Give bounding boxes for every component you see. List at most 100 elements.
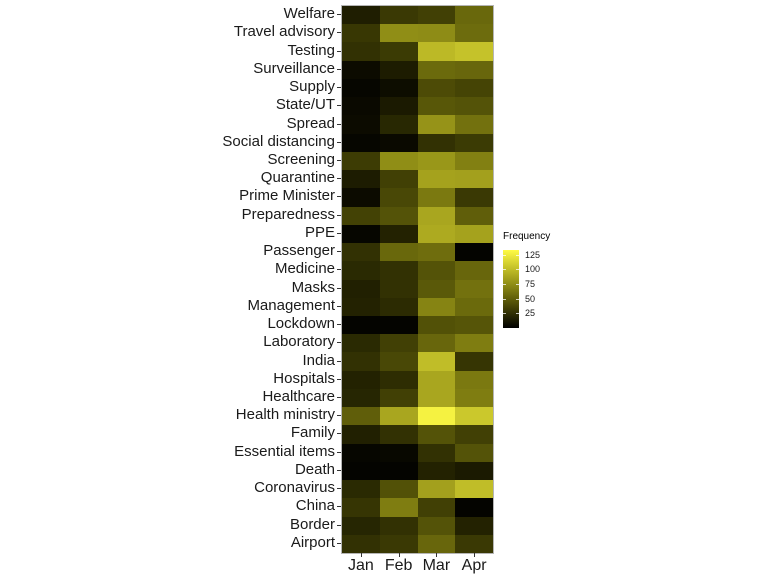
y-axis-label: Death (294, 460, 335, 478)
y-axis-tick (337, 51, 341, 52)
heatmap-cell (417, 24, 456, 43)
heatmap-cell (455, 334, 493, 353)
heatmap-cell (342, 224, 380, 244)
y-axis-tick (337, 525, 341, 526)
y-axis-tick (337, 32, 341, 33)
heatmap-cell (455, 6, 493, 25)
y-axis-label: Preparedness (241, 205, 335, 223)
heatmap-cell (342, 370, 380, 389)
heatmap-cell (455, 315, 493, 335)
heatmap-cell (455, 206, 493, 225)
legend: Frequency 125 100 75 50 25 (503, 231, 563, 331)
heatmap-cell (455, 461, 493, 481)
heatmap-cell (342, 315, 380, 335)
heatmap-cell (342, 480, 380, 499)
legend-bar-tick (516, 313, 519, 315)
heatmap-cell (455, 42, 493, 61)
heatmap-cell (455, 480, 493, 499)
x-axis-label: Feb (384, 557, 413, 574)
heatmap-cell (342, 407, 380, 426)
heatmap-cell (455, 425, 493, 444)
heatmap-cell (455, 151, 493, 171)
heatmap-cell (455, 534, 493, 553)
heatmap-cell (417, 224, 456, 244)
heatmap-cell (379, 261, 418, 280)
heatmap-cell (379, 188, 418, 207)
heatmap-cell (379, 388, 418, 408)
heatmap-cell (455, 352, 493, 371)
heatmap-cell (417, 78, 456, 98)
heatmap-cell (417, 370, 456, 389)
y-axis-label: State/UT (275, 96, 335, 114)
heatmap-cell (379, 243, 418, 262)
legend-tick-label: 125 (525, 249, 541, 260)
x-axis-tick (474, 553, 475, 557)
heatmap-cell (342, 498, 380, 517)
heatmap-cell (379, 297, 418, 316)
heatmap-cell (342, 516, 380, 535)
heatmap-cell (379, 151, 418, 171)
heatmap-cell (342, 97, 380, 116)
heatmap-cell (379, 78, 418, 98)
heatmap-cell (379, 133, 418, 152)
y-axis-tick (337, 124, 341, 125)
heatmap-cell (417, 206, 456, 225)
y-axis-tick (337, 160, 341, 161)
heatmap-cell (417, 516, 456, 535)
legend-title: Frequency (503, 231, 551, 242)
legend-tick-label: 25 (525, 308, 536, 319)
y-axis-label: Family (290, 424, 335, 442)
heatmap-cell (379, 334, 418, 353)
heatmap-cell (417, 498, 456, 517)
heatmap-cell (342, 461, 380, 481)
y-axis-tick (337, 215, 341, 216)
y-axis-label: PPE (304, 223, 335, 241)
y-axis-tick (337, 488, 341, 489)
y-axis-tick (337, 87, 341, 88)
heatmap-cell (455, 60, 493, 79)
heatmap-cell (342, 206, 380, 225)
y-axis-label: Medicine (274, 260, 335, 278)
heatmap-cell (417, 97, 456, 116)
heatmap-cell (379, 443, 418, 462)
y-axis-tick (337, 397, 341, 398)
heatmap-cell (379, 534, 418, 553)
heatmap-panel (341, 5, 494, 554)
heatmap-cell (417, 425, 456, 444)
y-axis-tick (337, 433, 341, 434)
heatmap-cell (417, 407, 456, 426)
heatmap-cell (417, 243, 456, 262)
heatmap-cell (417, 388, 456, 408)
heatmap-cell (455, 498, 493, 517)
heatmap-cell (342, 133, 380, 152)
y-axis-label: Welfare (283, 5, 335, 23)
heatmap-cell (455, 170, 493, 189)
heatmap-cell (379, 480, 418, 499)
y-axis-tick (337, 105, 341, 106)
heatmap-cell (379, 461, 418, 481)
y-axis-label: Essential items (234, 442, 335, 460)
heatmap-cell (417, 334, 456, 353)
heatmap-cell (342, 443, 380, 462)
y-axis-label: Healthcare (262, 388, 335, 406)
legend-bar-tick (503, 284, 506, 285)
heatmap-cell (455, 133, 493, 152)
y-axis-tick (337, 306, 341, 307)
heatmap-cell (455, 224, 493, 244)
heatmap-cell (379, 279, 418, 298)
y-axis-tick (337, 324, 341, 325)
y-axis-label: Surveillance (253, 59, 335, 77)
x-axis-label: Jan (347, 557, 374, 574)
heatmap-cell (342, 279, 380, 298)
y-axis-label: Masks (291, 278, 335, 296)
heatmap-cell (455, 279, 493, 298)
heatmap-cell (455, 388, 493, 408)
y-axis-label: Health ministry (235, 406, 335, 424)
legend-bar-tick (503, 269, 506, 271)
y-axis-label: Airport (290, 533, 335, 551)
heatmap-cell (342, 261, 380, 280)
heatmap-cell (379, 6, 418, 25)
heatmap-cell (379, 370, 418, 389)
y-axis-tick (337, 415, 341, 416)
